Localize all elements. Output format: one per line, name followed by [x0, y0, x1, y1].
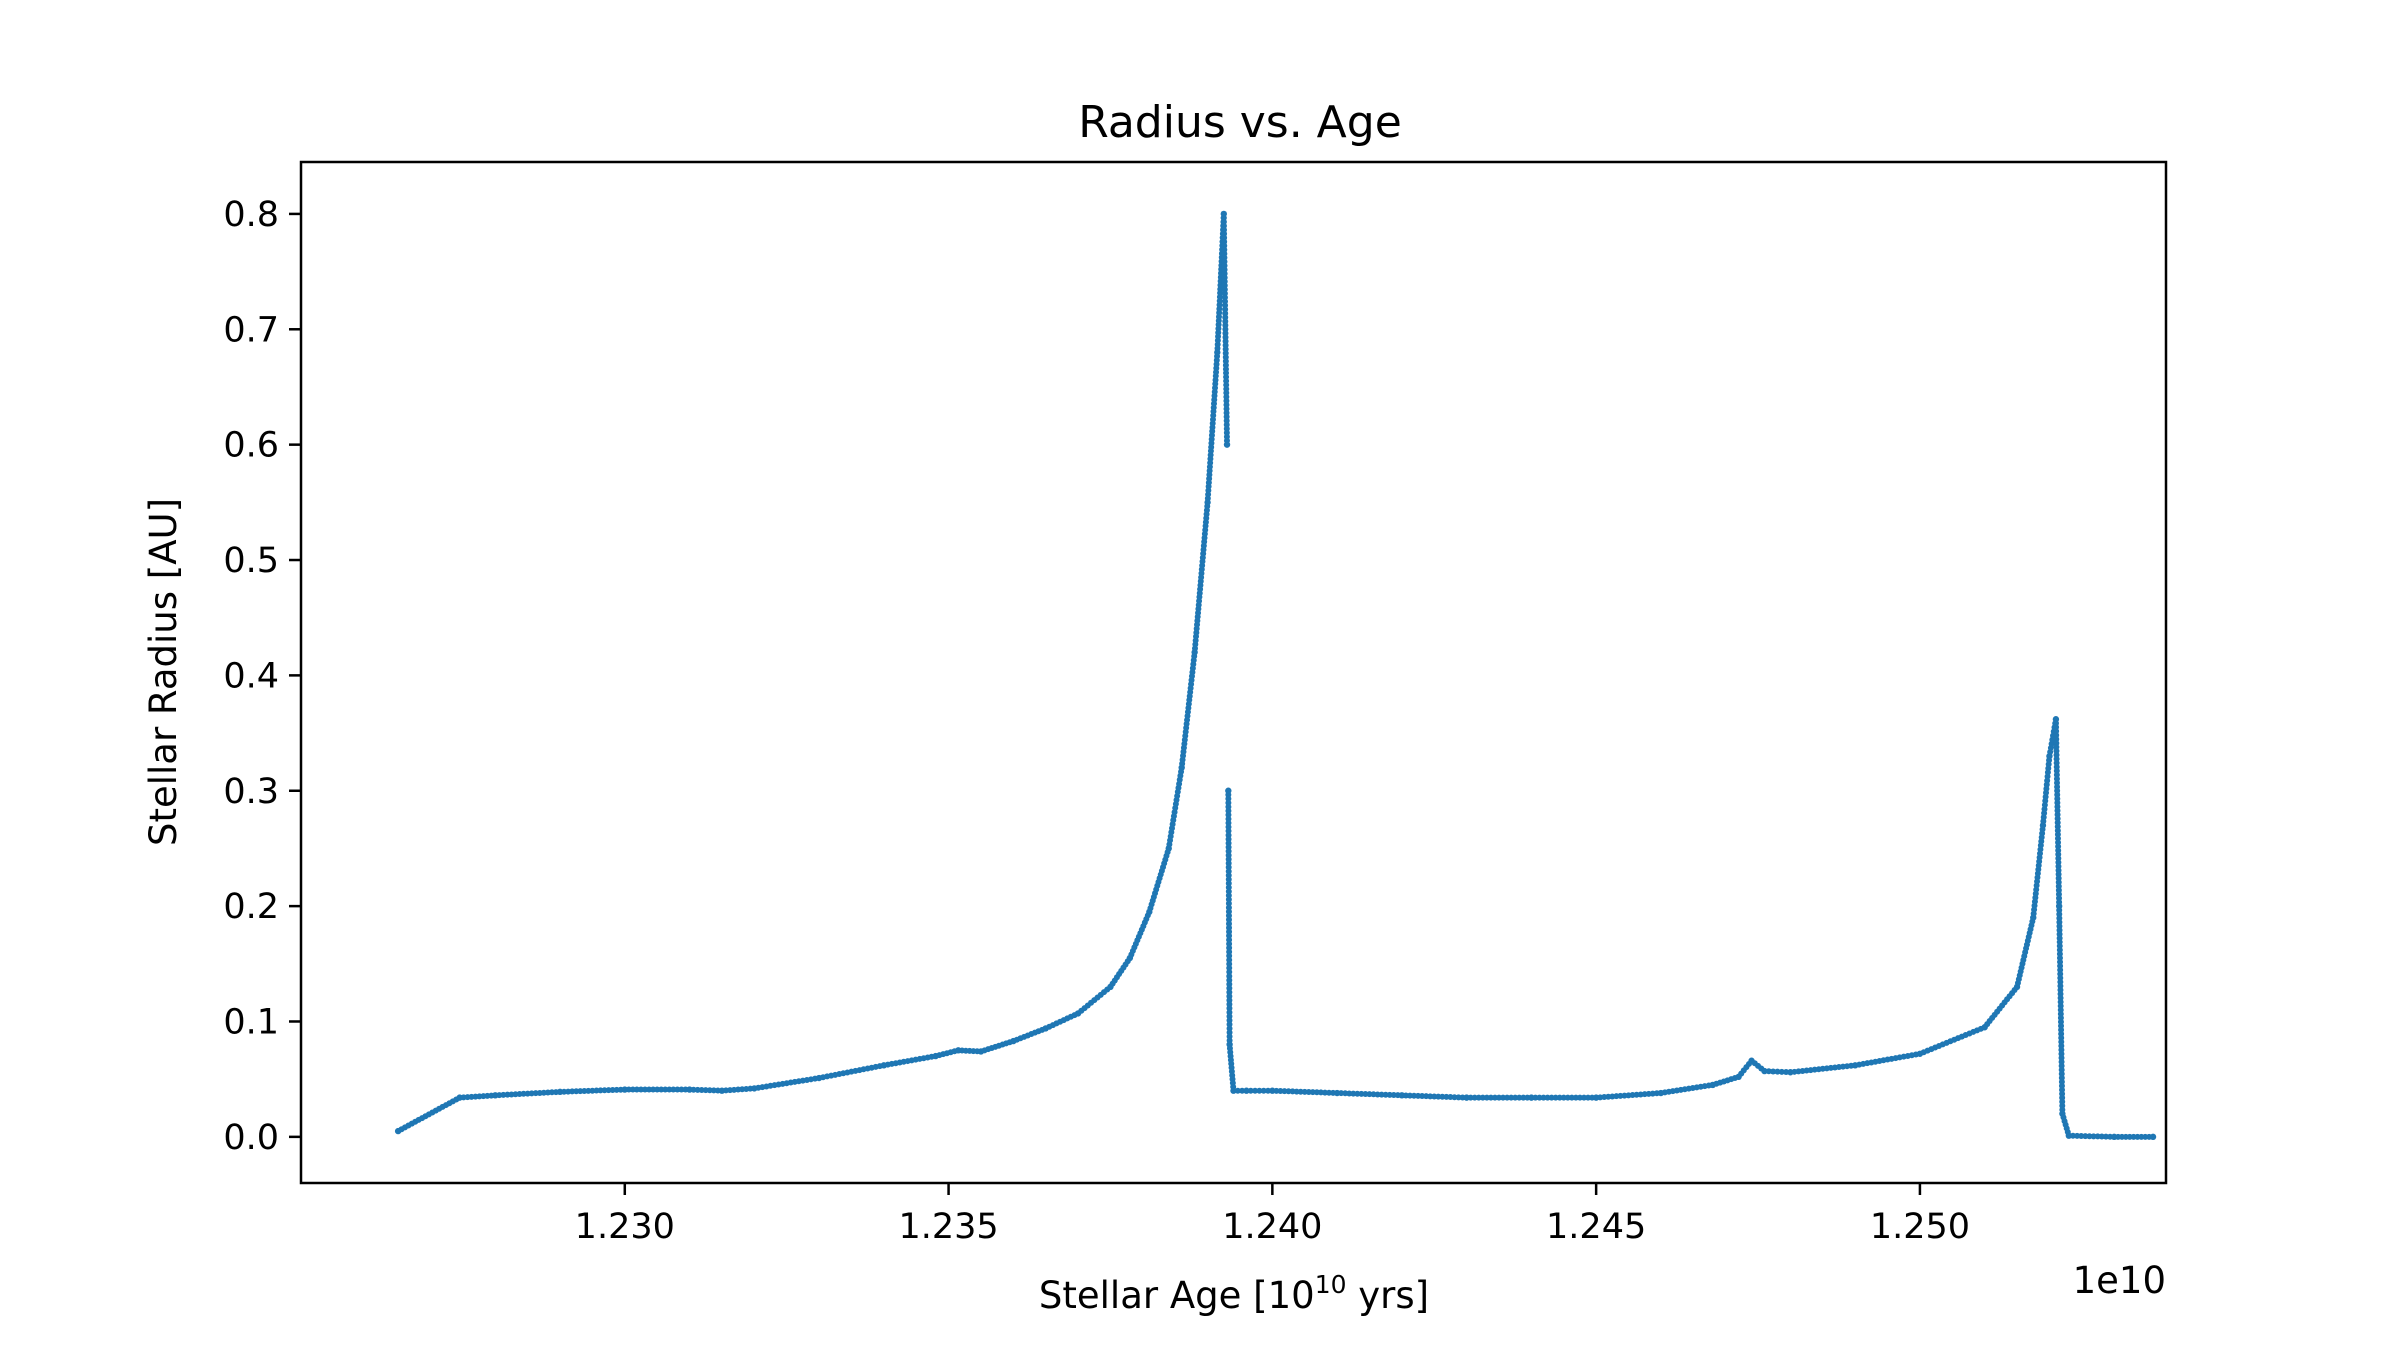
data-point — [1260, 1087, 1267, 1094]
y-tick-label: 0.3 — [223, 772, 279, 812]
y-tick-label: 0.2 — [223, 887, 279, 927]
y-tick-label: 0.8 — [223, 195, 279, 235]
x-tick-label: 1.230 — [575, 1207, 675, 1247]
y-tick-label: 0.4 — [223, 656, 279, 696]
data-point — [1761, 1067, 1768, 1075]
data-point — [1256, 1087, 1263, 1094]
data-series — [394, 210, 2157, 1141]
x-tick-label: 1.245 — [1546, 1207, 1646, 1247]
data-point — [1223, 441, 1231, 448]
x-offset-label: 1e10 — [2073, 1259, 2166, 1302]
x-axis-label-tail: yrs] — [1347, 1274, 1430, 1317]
data-point — [1765, 1068, 1772, 1075]
y-tick-label: 0.5 — [223, 541, 279, 581]
plot-frame — [299, 160, 2168, 1185]
data-point — [1234, 1087, 1241, 1094]
x-tick-label: 1.240 — [1222, 1207, 1322, 1247]
y-tick-label: 0.1 — [223, 1002, 279, 1042]
data-point — [1774, 1068, 1781, 1075]
y-tick-label: 0.0 — [223, 1118, 279, 1158]
x-axis-label: Stellar Age [1010 yrs] — [1039, 1270, 1429, 1317]
chart-title: Radius vs. Age — [1078, 97, 1402, 148]
y-tick-label: 0.7 — [223, 310, 279, 350]
data-point — [1252, 1087, 1259, 1094]
x-axis: 1.230 1.235 1.240 1.245 1.250 — [575, 1183, 1970, 1247]
data-point — [1230, 1087, 1237, 1094]
data-point — [2149, 1133, 2157, 1141]
y-tick-label: 0.6 — [223, 426, 279, 466]
x-axis-label-exponent: 10 — [1315, 1270, 1347, 1299]
x-tick-label: 1.235 — [898, 1207, 998, 1247]
data-point — [1770, 1068, 1777, 1075]
x-tick-label: 1.250 — [1870, 1207, 1970, 1247]
x-axis-label-main: Stellar Age [10 — [1039, 1274, 1315, 1317]
data-point — [1778, 1068, 1785, 1075]
y-axis-label: Stellar Radius [AU] — [142, 498, 185, 846]
y-axis: 0.0 0.1 0.2 0.3 0.4 0.5 0.6 0.7 0.8 — [223, 195, 301, 1158]
data-point — [1243, 1087, 1250, 1094]
data-point — [1247, 1087, 1254, 1094]
